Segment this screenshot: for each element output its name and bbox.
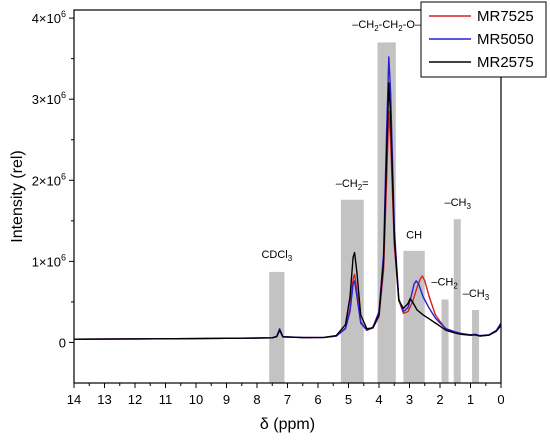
series-line-mr7525 (73, 110, 502, 340)
y-tick-exponent: 6 (61, 90, 66, 100)
x-tick-label: 0 (497, 392, 504, 407)
annotation-part: 3 (485, 293, 490, 302)
peak-annotation: CDCl3 (261, 249, 292, 263)
annotation-part: -O– (403, 19, 422, 31)
x-tick-label: 7 (284, 392, 291, 407)
annotation-part: 3 (288, 254, 293, 263)
annotation-part: –CH (463, 288, 485, 300)
x-tick-label: 14 (67, 392, 81, 407)
y-tick-label: 2×106 (32, 171, 66, 188)
x-tick-label: 5 (345, 392, 352, 407)
series-line-mr5050 (73, 56, 502, 340)
peak-annotation: –CH2-CH2-O– (352, 19, 422, 33)
y-tick-exponent: 6 (61, 252, 66, 262)
annotation-part: -CH (379, 19, 399, 31)
peak-annotation: CH (406, 230, 422, 242)
annotation-part: CH (406, 230, 422, 242)
x-tick-label: 4 (375, 392, 382, 407)
x-tick-label: 1 (467, 392, 474, 407)
spectra-lines (73, 56, 502, 340)
peak-annotations: CDCl3–CH2=–CH2-CH2-O–CH–CH2–CH3–CH3 (261, 19, 489, 302)
peak-annotation: –CH3 (444, 197, 471, 211)
x-tick-label: 13 (97, 392, 111, 407)
annotation-part: 2 (358, 183, 363, 192)
annotation-part: 2 (398, 24, 403, 33)
peak-annotation: –CH3 (463, 288, 490, 302)
peak-annotation: –CH2 (431, 277, 458, 291)
peak-region-bar-5 (441, 299, 449, 383)
y-tick-base: 4×10 (32, 11, 61, 26)
x-tick-label: 2 (436, 392, 443, 407)
annotation-part: 2 (374, 24, 379, 33)
x-axis: 14 13 12 11 10 9 8 7 6 5 4 3 2 1 0 (67, 383, 505, 407)
peak-region-bars (269, 42, 480, 383)
peak-region-bar-7 (472, 310, 480, 383)
peak-region-bar-6 (453, 219, 461, 383)
annotation-part: –CH (444, 197, 466, 209)
peak-annotation: –CH2= (336, 178, 369, 192)
x-axis-title: δ (ppm) (260, 416, 315, 433)
x-tick-label: 6 (314, 392, 321, 407)
y-tick-exponent: 6 (61, 9, 66, 19)
x-tick-label: 12 (128, 392, 142, 407)
x-tick-label: 3 (406, 392, 413, 407)
annotation-part: –CH (431, 277, 453, 289)
series-line-mr2575 (73, 82, 502, 340)
y-tick-exponent: 6 (61, 171, 66, 181)
y-axis-title: Intensity (rel) (9, 150, 26, 242)
y-tick-label: 4×106 (32, 9, 66, 26)
annotation-part: 2 (453, 282, 458, 291)
y-tick-label: 0 (59, 335, 66, 350)
x-tick-label: 10 (189, 392, 203, 407)
annotation-part: 3 (466, 202, 471, 211)
y-tick-base: 1×10 (32, 254, 61, 269)
annotation-part: CDCl (261, 249, 287, 261)
peak-region-bar-1 (269, 271, 285, 383)
x-tick-label: 11 (159, 392, 173, 407)
y-tick-base: 0 (59, 335, 66, 350)
y-tick-base: 2×10 (32, 173, 61, 188)
annotation-part: = (362, 178, 368, 190)
legend-label: MR5050 (477, 31, 534, 48)
legend-label: MR2575 (477, 54, 534, 71)
annotation-part: –CH (352, 19, 374, 31)
annotation-part: –CH (336, 178, 358, 190)
y-tick-label: 1×106 (32, 252, 66, 269)
x-tick-label: 8 (253, 392, 260, 407)
legend: MR7525 MR5050 MR2575 (420, 1, 547, 78)
legend-label: MR7525 (477, 8, 534, 25)
y-tick-label: 3×106 (32, 90, 66, 107)
x-tick-label: 9 (223, 392, 230, 407)
peak-region-bar-4 (403, 250, 425, 383)
y-tick-base: 3×10 (32, 92, 61, 107)
